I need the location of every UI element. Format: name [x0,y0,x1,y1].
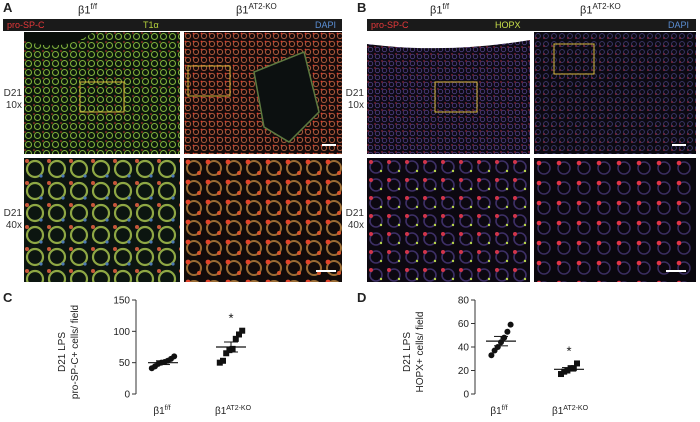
panel-a-group-2-title: β1AT2-KO [236,2,277,17]
chart-c-point-g1-0 [216,359,223,366]
chart-c-point-g1-1 [220,357,226,364]
panel-b-row-1-label: D21 10x [345,88,364,111]
micrograph-a-ko-10x [184,32,342,154]
panel-a-row-2-label: D21 40x [3,208,22,231]
chart-c-point-g1-2 [223,350,230,357]
micrograph-a-ko-40x [184,158,342,282]
chart-c-point-g1-3 [226,347,233,354]
chart-c: D21 LPS pro-SP-C+ cells/ field 0 50 100 150… [57,296,252,418]
chart-d-point-g0-4 [501,334,508,341]
panel-a-group-1-title: β1f/f [78,2,98,17]
panel-b-group-2-title: β1AT2-KO [580,2,621,17]
panel-c-label: C [3,290,13,305]
chart-c-point-g0-7 [171,353,178,360]
micrograph-a-ff-40x [24,158,180,282]
chart-d-xtick-0: β1f/f [490,405,507,417]
chart-d-ylabel-line2: HOPX+ cells/ field [415,312,426,393]
chart-c-significance-star: * [228,311,233,326]
chart-c-point-g1-7 [239,327,246,334]
micrograph-b-ff-10x [367,32,530,154]
chart-d-point-g0-6 [507,321,514,328]
chart-c-xtick-0: β1f/f [153,405,170,417]
panel-b-stain-legend: pro-SP-C HOPX DAPI [367,19,696,31]
chart-d: D21 LPS HOPX+ cells/ field 0 20 40 60 80 * β1… [402,296,589,418]
chart-c-xtick-1: β1AT2-KO [215,405,252,417]
chart-d-ytick-label-0: 0 [463,390,469,401]
chart-d-plot-area: 0 20 40 60 80 * [458,296,584,401]
stain-dapi-label: DAPI [668,20,690,30]
chart-d-point-g1-1 [561,368,568,375]
stain-pro-spc-label: pro-SP-C [371,20,409,30]
panel-b-row-2-label: D21 40x [345,208,364,231]
chart-d-point-g1-2 [564,367,571,374]
micrograph-a-ff-10x [24,32,180,154]
chart-c-point-g1-5 [232,335,239,342]
chart-d-point-g0-5 [504,328,511,335]
panel-b-label: B [357,0,367,15]
chart-c-point-g1-6 [236,331,242,338]
chart-c-point-g1-4 [229,345,236,352]
chart-d-ylabel-line1: D21 LPS [402,332,413,372]
micrograph-b-ff-40x [367,158,530,282]
chart-d-point-g1-4 [570,365,577,372]
chart-d-ytick-label-1: 20 [458,366,470,377]
chart-c-ytick-label-1: 50 [119,358,131,369]
chart-c-ylabel-line2: pro-SP-C+ cells/ field [70,305,81,399]
panel-d-label: D [357,290,367,305]
panel-a-stain-legend: pro-SP-C T1α DAPI [3,19,342,31]
chart-d-ytick-label-3: 60 [458,319,470,330]
chart-d-point-g1-5 [574,360,580,367]
chart-c-ytick-label-2: 100 [113,327,130,338]
chart-d-xtick-1: β1AT2-KO [552,405,589,417]
stain-dapi-label: DAPI [315,20,337,30]
panel-b-group-1-title: β1f/f [430,2,450,17]
stain-pro-spc-label: pro-SP-C [7,20,45,30]
micrograph-b-ko-10x [534,32,696,154]
panel-a-label: A [3,0,13,15]
chart-c-ylabel-line1: D21 LPS [57,332,68,372]
chart-c-ytick-label-3: 150 [113,296,130,307]
chart-d-point-g0-0 [488,352,495,359]
panel-a-row-1-label: D21 10x [3,88,22,111]
chart-d-point-g1-0 [558,371,564,378]
chart-d-ytick-label-2: 40 [458,343,470,354]
chart-d-ytick-label-4: 80 [458,296,470,307]
chart-d-point-g1-3 [567,365,574,372]
stain-t1a-label: T1α [143,20,159,30]
micrograph-b-ko-40x [534,158,696,282]
chart-c-plot-area: 0 50 100 150 * [113,296,246,401]
stain-hopx-label: HOPX [495,20,521,30]
chart-d-significance-star: * [566,343,571,358]
chart-c-ytick-label-0: 0 [124,390,130,401]
